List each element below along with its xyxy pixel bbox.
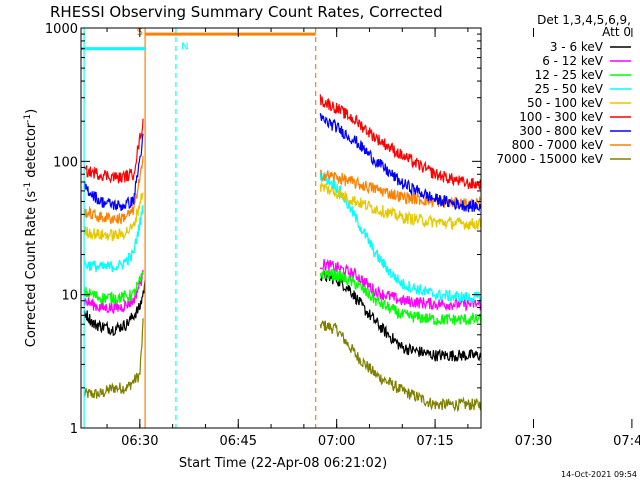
legend-entry-label: 100 - 300 keV [519,110,603,124]
legend-entry-label: 3 - 6 keV [550,40,604,54]
series-5-segment-0 [83,192,144,242]
y-axis-label: Corrected Count Rate (s-1 detector-1) [23,109,39,347]
series-6-segment-0 [83,155,144,225]
series-0-segment-1 [319,320,481,413]
legend-entry-label: 50 - 100 keV [527,96,604,110]
series-4-segment-0 [83,205,144,273]
x-tick-label: 06:45 [220,434,257,449]
x-axis-label: Start Time (22-Apr-08 06:21:02) [179,456,387,471]
x-tick-label: 06:30 [121,434,158,449]
series-3-segment-0 [83,271,144,305]
series-4-segment-1 [319,170,481,304]
plot-content: SN [81,27,481,428]
x-tick-label: 07:00 [318,434,355,449]
series-2-segment-1 [319,258,481,312]
legend-header-line: Att 0 [602,25,631,39]
legend-header-line: Det 1,3,4,5,6,9, [537,13,631,27]
series-8-segment-1 [319,94,481,191]
series-8-segment-0 [83,118,144,184]
annotation-marker-1: N [181,42,188,53]
chart-title: RHESSI Observing Summary Count Rates, Co… [50,3,443,21]
series-7-segment-1 [319,113,481,213]
series-2-segment-0 [83,269,144,314]
series-3-segment-1 [319,268,481,326]
legend-entry-label: 800 - 7000 keV [512,138,604,152]
axes-layer: 1 10 100 1000 06:30 06:45 07:00 07:15 07:30 07:45… [45,22,640,449]
series-5-segment-1 [319,182,481,231]
series-1-segment-1 [319,269,481,363]
series-7-segment-0 [83,133,144,212]
plot-frame [80,27,482,429]
legend-entry-label: 6 - 12 keV [542,54,604,68]
x-tick-label: 07:30 [515,434,552,449]
legend-entry-label: 7000 - 15000 keV [496,152,603,166]
plot-area [81,28,481,428]
y-tick-label: 1 [70,422,78,437]
legend-entry-label: 300 - 800 keV [519,124,603,138]
series-1-segment-0 [83,279,146,336]
timestamp: 14-Oct-2021 09:54 [561,470,637,479]
series-0-segment-0 [83,318,144,399]
x-tick-label: 07:45 [613,434,640,449]
y-tick-label: 10 [61,289,78,304]
y-tick-label: 1000 [45,22,78,37]
y-tick-label: 100 [53,155,78,170]
series-6-segment-1 [319,169,481,210]
legend-entry-label: 12 - 25 keV [535,68,604,82]
x-tick-label: 07:15 [416,434,453,449]
legend-entry-label: 25 - 50 keV [535,82,604,96]
